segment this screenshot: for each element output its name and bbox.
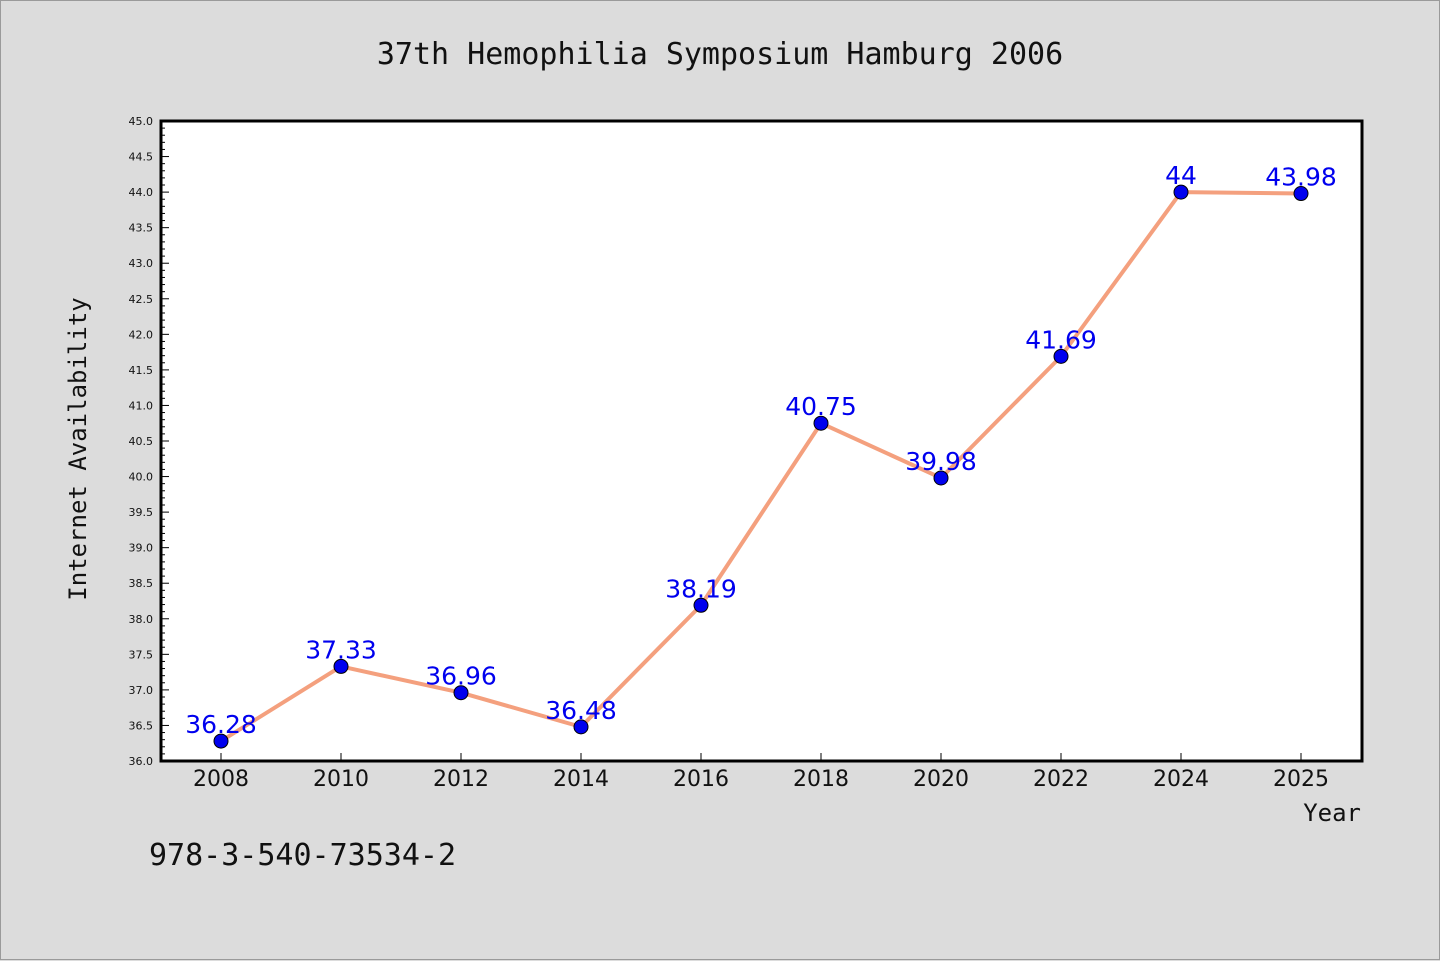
y-tick-label: 42.0: [129, 328, 154, 341]
data-label: 38.19: [665, 574, 737, 603]
x-tick-label: 2020: [913, 767, 969, 792]
data-point: [573, 719, 589, 735]
data-label: 43.98: [1265, 163, 1337, 192]
y-tick-label: 38.5: [129, 577, 154, 590]
y-tick-label: 44.5: [129, 151, 154, 164]
isbn-footnote: 978-3-540-73534-2: [149, 838, 456, 873]
y-tick-label: 43.5: [129, 222, 154, 235]
y-tick-label: 42.5: [129, 293, 154, 306]
x-axis: 2008 2010 2012 2014 2016 2018 2020 2022 2024 2025: [193, 753, 1329, 792]
y-tick-label: 44.0: [129, 186, 154, 199]
y-tick-label: 41.5: [129, 364, 154, 377]
x-axis-title: Year: [1303, 799, 1361, 827]
x-tick-label: 2016: [673, 767, 729, 792]
data-label: 36.96: [425, 662, 497, 691]
data-label: 36.48: [545, 696, 617, 725]
data-label: 39.98: [905, 447, 977, 476]
y-tick-label: 40.0: [129, 471, 154, 484]
x-tick-label: 2008: [193, 767, 249, 792]
y-tick-label: 37.5: [129, 648, 154, 661]
data-point: [693, 597, 709, 613]
data-point: [213, 733, 229, 749]
data-point: [1173, 184, 1189, 200]
x-tick-label: 2024: [1153, 767, 1209, 792]
data-markers: [213, 184, 1309, 749]
data-point: [453, 685, 469, 701]
y-tick-label: 37.0: [129, 684, 154, 697]
y-tick-label: 43.0: [129, 257, 154, 270]
y-tick-label: 40.5: [129, 435, 154, 448]
data-point: [333, 658, 349, 674]
y-tick-label: 36.0: [129, 755, 154, 768]
x-tick-label: 2014: [553, 767, 609, 792]
x-tick-label: 2010: [313, 767, 369, 792]
y-tick-label: 38.0: [129, 613, 154, 626]
x-tick-label: 2012: [433, 767, 489, 792]
y-tick-label: 45.0: [129, 115, 154, 128]
data-point: [813, 415, 829, 431]
data-label: 36.28: [185, 710, 257, 739]
plot-area: [159, 119, 1364, 763]
data-label: 41.69: [1025, 325, 1097, 354]
x-tick-label: 2025: [1273, 767, 1329, 792]
data-point: [1053, 348, 1069, 364]
y-axis: 36.0 36.5 37.0 37.5 38.0 38.5 39.0 39.5 40.0 40.5…: [129, 115, 169, 768]
y-tick-label: 41.0: [129, 399, 154, 412]
data-label: 44: [1165, 161, 1197, 190]
chart-title: 37th Hemophilia Symposium Hamburg 2006: [377, 37, 1063, 72]
x-tick-label: 2022: [1033, 767, 1089, 792]
data-point: [933, 470, 949, 486]
y-tick-label: 39.5: [129, 506, 154, 519]
data-point: [1293, 186, 1309, 202]
x-tick-label: 2018: [793, 767, 849, 792]
data-label: 40.75: [785, 392, 857, 421]
y-tick-label: 39.0: [129, 542, 154, 555]
y-tick-label: 36.5: [129, 719, 154, 732]
data-labels: 36.28 37.33 36.96 36.48 38.19 40.75 39.98 41.69…: [185, 161, 1337, 739]
data-label: 37.33: [305, 635, 377, 664]
y-axis-title: Internet Availability: [64, 297, 92, 600]
series-line: [219, 190, 1303, 744]
series-line-group: [219, 190, 1303, 744]
